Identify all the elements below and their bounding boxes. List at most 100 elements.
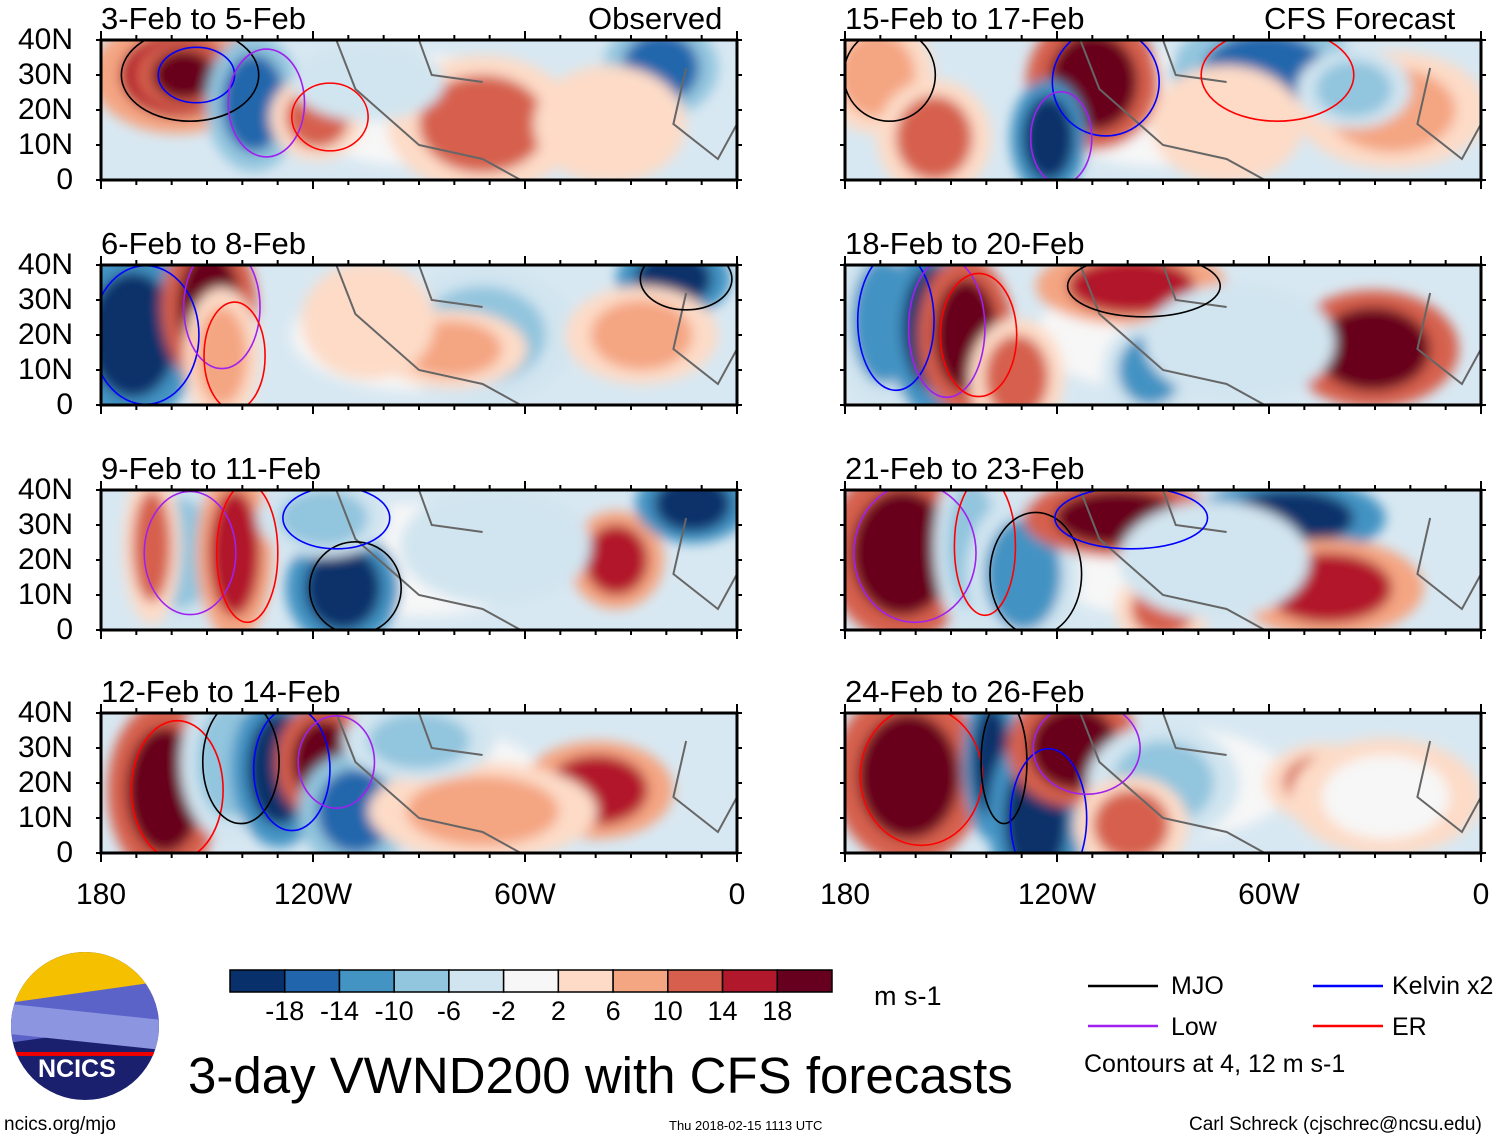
contour-line: [182, 265, 261, 370]
coastline: [335, 265, 737, 405]
colorbar-swatch: [557, 969, 614, 993]
colorbar-swatch: [667, 969, 724, 993]
lat-label: 10N: [17, 128, 73, 161]
lat-label: 10N: [17, 353, 73, 386]
anomaly-blob: [984, 335, 1049, 405]
lon-label: 0: [1472, 878, 1490, 911]
anomaly-blob: [590, 300, 693, 370]
anomaly-blob: [1315, 307, 1431, 391]
anomaly-blob: [101, 272, 178, 398]
lat-label: 10N: [17, 801, 73, 834]
map-panel: [96, 31, 742, 189]
anomaly-blob: [317, 769, 394, 853]
colorbar-swatch: [393, 969, 450, 993]
colorbar-swatch: [283, 969, 341, 993]
contour-line: [297, 714, 376, 809]
panel-title: 18-Feb to 20-Feb: [845, 226, 1085, 261]
units-label: m s-1: [874, 981, 942, 1011]
colorbar-label: 18: [762, 996, 793, 1026]
anomaly-blob: [654, 490, 731, 532]
anomaly-blob: [132, 490, 171, 602]
lat-label: 40N: [17, 473, 73, 506]
anomaly-blob: [1067, 265, 1195, 314]
panel-title: 21-Feb to 23-Feb: [845, 451, 1085, 486]
colorbar-label: 2: [550, 996, 566, 1026]
anomaly-blob: [1150, 518, 1278, 602]
contour-line: [953, 490, 1017, 617]
contour-line: [290, 82, 369, 152]
lat-label: 30N: [17, 508, 73, 541]
colorbar-label: 10: [652, 996, 683, 1026]
anomaly-blob: [1175, 300, 1303, 384]
lat-label: 20N: [17, 766, 73, 799]
coastline: [335, 40, 737, 180]
colorbar-label: -2: [491, 996, 516, 1026]
contour-line: [282, 490, 391, 550]
contour-line: [1200, 40, 1355, 122]
panel-title: 12-Feb to 14-Feb: [101, 674, 341, 709]
colorbar-label: -6: [436, 996, 461, 1026]
anomaly-blob: [151, 49, 216, 101]
anomaly-blob: [406, 776, 559, 846]
lon-label: 180: [75, 878, 127, 911]
colorbar-label: -18: [265, 996, 305, 1026]
author-label: Carl Schreck (cjschrec@ncsu.edu): [1189, 1114, 1482, 1135]
legend-low-label: Low: [1171, 1013, 1217, 1041]
lat-label: 20N: [17, 93, 73, 126]
coastline: [1079, 40, 1481, 180]
anomaly-blob: [419, 75, 547, 173]
contour-line: [157, 46, 236, 104]
panel-title: 6-Feb to 8-Feb: [101, 226, 307, 261]
figure-title: 3-day VWND200 with CFS forecasts: [188, 1047, 1013, 1104]
timestamp-label: Thu 2018-02-15 1113 UTC: [669, 1118, 823, 1133]
colorbar-label: 14: [707, 996, 738, 1026]
anomaly-blob: [1175, 82, 1278, 166]
coastline: [1079, 265, 1481, 405]
lon-label: 60W: [1238, 878, 1300, 911]
contour-line: [227, 48, 306, 158]
map-panel: [840, 256, 1486, 414]
lat-label: 40N: [17, 696, 73, 729]
contour-line: [252, 713, 331, 832]
legend-kelvin-label: Kelvin x2: [1392, 972, 1494, 1000]
panel-title: 24-Feb to 26-Feb: [845, 674, 1085, 709]
lon-label: 180: [819, 878, 871, 911]
lat-label: 30N: [17, 58, 73, 91]
lat-label: 0: [56, 613, 73, 646]
panel-title: 15-Feb to 17-Feb: [845, 1, 1085, 36]
anomaly-blob: [209, 490, 260, 616]
lon-label: 120W: [273, 878, 353, 911]
legend-mjo-label: MJO: [1171, 972, 1224, 1000]
lat-label: 30N: [17, 283, 73, 316]
contour-line: [907, 265, 986, 399]
contour-line: [130, 719, 224, 853]
lat-label: 40N: [17, 23, 73, 56]
lat-label: 40N: [17, 248, 73, 281]
lat-label: 0: [56, 836, 73, 869]
anomaly-blob: [558, 82, 661, 166]
contour-line: [308, 541, 402, 630]
anomaly-blob: [851, 490, 954, 616]
lat-label: 0: [56, 388, 73, 421]
contour-line: [215, 490, 279, 624]
observed-label: Observed: [588, 1, 723, 36]
lat-label: 30N: [17, 731, 73, 764]
colorbar-swatch: [338, 969, 395, 993]
panel-title: 9-Feb to 11-Feb: [101, 451, 321, 486]
contour-line: [1032, 713, 1141, 795]
lat-label: 10N: [17, 578, 73, 611]
anomaly-blob: [279, 490, 369, 546]
anomaly-blob: [857, 713, 960, 839]
contour-line: [845, 40, 937, 122]
map-panel: [96, 481, 742, 639]
contour-line: [1066, 265, 1222, 318]
map-panel: [840, 31, 1486, 189]
anomaly-blob: [984, 518, 1062, 630]
anomaly-blob: [196, 307, 248, 405]
anomaly-blob: [584, 525, 648, 595]
colorbar-swatch: [229, 969, 286, 993]
anomaly-blob: [1322, 755, 1450, 839]
lon-label: 60W: [494, 878, 556, 911]
contour-line: [939, 272, 1018, 398]
